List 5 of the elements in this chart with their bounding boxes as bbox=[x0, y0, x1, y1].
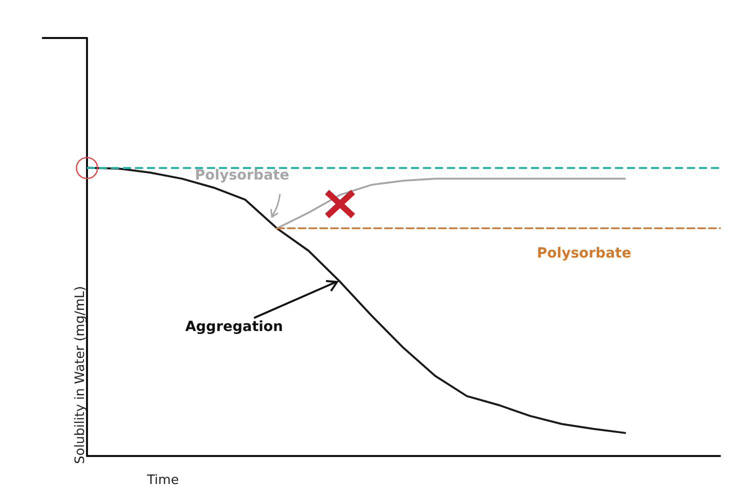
annotation: Aggregation bbox=[185, 318, 284, 335]
series-label: Polysorbate bbox=[536, 245, 632, 262]
text: Polysorbate bbox=[194, 167, 290, 184]
y-axis-title: Solubility in Water (mg/mL) bbox=[73, 286, 88, 464]
x-axis-title: Time bbox=[146, 473, 179, 488]
